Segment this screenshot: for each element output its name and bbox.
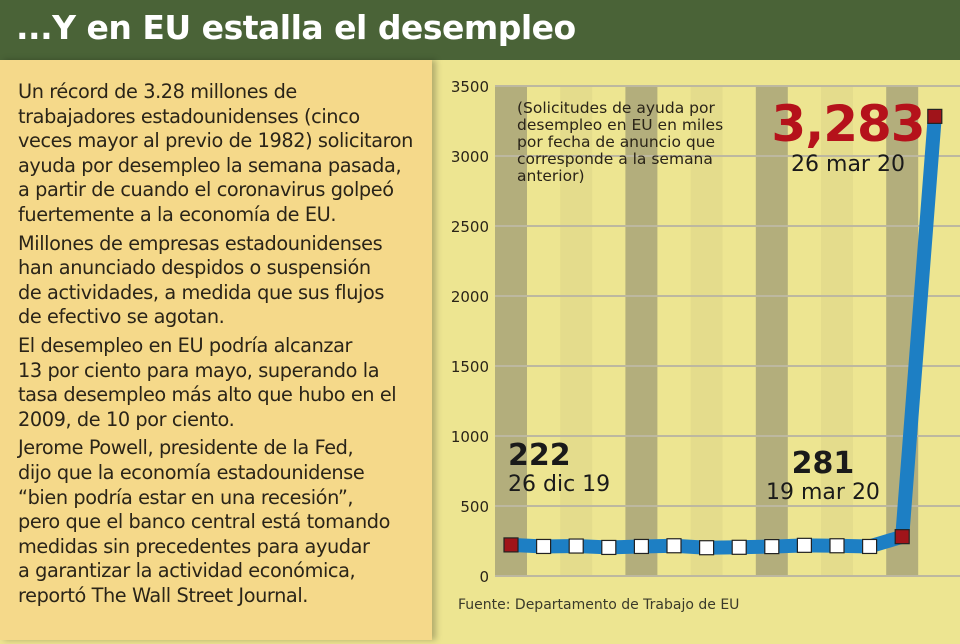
article-line: trabajadores estadounidenses (cinco [18, 104, 360, 128]
y-tick-label: 1000 [451, 428, 489, 446]
y-tick-label: 1500 [451, 358, 489, 376]
annotation-prev-value: 281 [791, 446, 855, 481]
chart-note-line: corresponde a la semana [517, 150, 713, 168]
chart-note-line: (Solicitudes de ayuda por [517, 99, 715, 117]
annotation-peak-date: 26 mar 20 [791, 152, 905, 177]
y-tick-label: 500 [460, 498, 489, 516]
header-bar: ...Y en EU estalla el desempleo [0, 0, 960, 60]
annotation-peak-value: 3,283 [771, 95, 925, 153]
line-chart: 0 500 1000 1500 2000 2500 3000 3500 [451, 78, 960, 586]
article-line: de efectivo se agotan. [18, 305, 225, 329]
article-line: han anunciado despidos o suspensión [18, 256, 371, 280]
article-paragraph: Jerome Powell, presidente de la Fed, dijo… [18, 436, 432, 608]
data-point [796, 537, 812, 553]
y-tick-label: 3500 [451, 78, 489, 96]
data-point [535, 538, 552, 555]
data-point [862, 538, 878, 555]
data-point [633, 538, 649, 555]
article-line: ayuda por desempleo la semana pasada, [18, 153, 402, 177]
article-line: fuertemente a la economía de EU. [18, 202, 337, 226]
article-panel: Un récord de 3.28 millones de trabajadore… [0, 60, 432, 640]
column-stripe-dark [625, 86, 658, 576]
column-stripe-light [821, 86, 853, 576]
article-line: “bien podría estar en una recesión”, [18, 485, 354, 509]
data-point [666, 538, 682, 554]
data-point [699, 540, 715, 556]
chart-note: (Solicitudes de ayuda por desempleo en EU… [517, 100, 723, 185]
article-line: a partir de cuando el coronavirus golpeó [18, 178, 394, 202]
article-line: dijo que la economía estadounidense [18, 460, 365, 484]
data-point [731, 539, 747, 555]
annotation-first-value: 222 [508, 438, 571, 473]
annotation-first-date: 26 dic 19 [508, 472, 611, 497]
column-stripe-light [560, 86, 593, 576]
chart-note-line: anterior) [517, 167, 585, 185]
data-point [568, 538, 584, 554]
article-paragraph: Millones de empresas estadounidenses han … [18, 232, 432, 330]
article-line: pero que el banco central está tomando [18, 510, 391, 534]
chart-note-line: por fecha de anuncio que [517, 133, 716, 151]
article-line: de actividades, a medida que sus flujos [18, 280, 385, 304]
article-line: tasa desempleo más alto que hubo en el [18, 383, 397, 407]
article-paragraph: El desempleo en EU podría alcanzar 13 por… [18, 334, 432, 432]
article-body: Un récord de 3.28 millones de trabajadore… [18, 80, 432, 612]
data-point [601, 539, 617, 556]
column-stripe-light [690, 86, 723, 576]
article-line: medidas sin precedentes para ayudar [18, 534, 370, 558]
data-point-highlight [927, 108, 943, 124]
annotation-prev-date: 19 mar 20 [766, 480, 880, 505]
annotation-peak: 3,283 26 mar 20 [768, 96, 928, 178]
article-line: 13 por ciento para mayo, superando la [18, 358, 380, 382]
y-tick-label: 2500 [451, 218, 489, 236]
article-line: El desempleo en EU podría alcanzar [18, 333, 353, 357]
article-line: Millones de empresas estadounidenses [18, 231, 383, 255]
article-paragraph: Un récord de 3.28 millones de trabajadore… [18, 80, 432, 228]
y-tick-label: 2000 [451, 288, 489, 306]
article-line: Jerome Powell, presidente de la Fed, [18, 436, 354, 460]
data-point-highlight [894, 529, 910, 545]
annotation-prev: 281 19 mar 20 [766, 448, 880, 506]
annotation-first: 222 26 dic 19 [508, 440, 610, 498]
chart-panel: 0 500 1000 1500 2000 2500 3000 3500 (Solicitude… [432, 60, 960, 640]
article-line: veces mayor al previo de 1982) solicitar… [18, 129, 413, 153]
data-point [764, 539, 780, 555]
data-point [829, 538, 845, 554]
chart-source: Fuente: Departamento de Trabajo de EU [458, 597, 740, 613]
article-line: Un récord de 3.28 millones de [18, 80, 297, 103]
data-point-highlight [503, 537, 519, 553]
column-stripe-dark [495, 86, 527, 576]
column-stripe-dark [755, 86, 788, 576]
y-tick-label: 3000 [451, 148, 489, 166]
article-line: a garantizar la actividad económica, [18, 559, 356, 583]
chart-note-line: desempleo en EU en miles [517, 116, 724, 134]
page-title: ...Y en EU estalla el desempleo [16, 8, 576, 47]
article-line: 2009, de 10 por ciento. [18, 407, 235, 431]
article-line: reportó The Wall Street Journal. [18, 583, 309, 607]
y-tick-label: 0 [479, 568, 489, 586]
